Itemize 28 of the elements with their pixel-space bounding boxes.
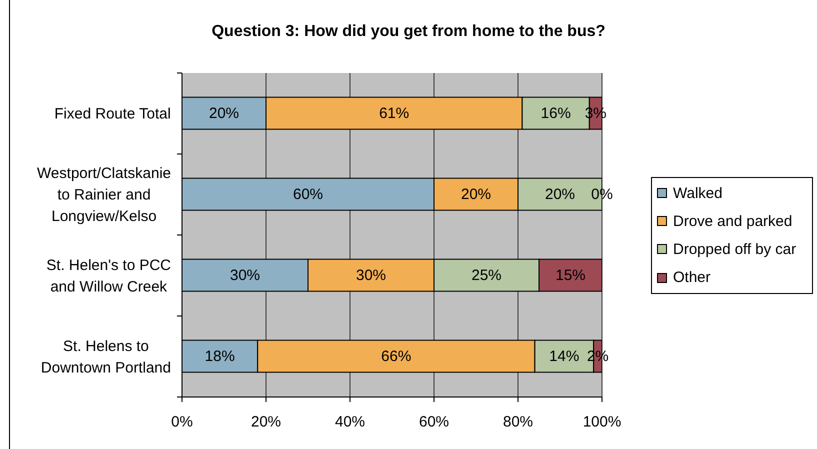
x-tick-label: 40%: [334, 414, 366, 431]
data-label: 15%: [555, 267, 586, 284]
x-tick-label: 0%: [171, 414, 193, 431]
y-tick-label: Fixed Route Total: [54, 105, 171, 122]
legend-label: Dropped off by car: [673, 240, 796, 258]
y-tick-label: St. Helen's to PCC and Willow Creek: [46, 256, 172, 295]
y-tick-label: St. Helens to Downtown Portland: [40, 337, 172, 376]
data-label: 18%: [204, 348, 235, 365]
x-tick-label: 80%: [502, 414, 534, 431]
data-label: 60%: [292, 186, 324, 203]
legend-label: Other: [673, 269, 711, 286]
x-tick-label: 20%: [250, 414, 282, 431]
legend-label: Drove and parked: [673, 212, 792, 230]
data-label: 20%: [208, 105, 240, 122]
data-label: 20%: [544, 186, 576, 203]
data-label: 66%: [381, 348, 412, 365]
data-label: 16%: [540, 105, 571, 122]
data-label: 30%: [230, 267, 260, 284]
x-tick-label: 60%: [418, 414, 450, 431]
chart-title: Question 3: How did you get from home to the bus?: [210, 22, 606, 42]
data-label: 25%: [471, 267, 502, 284]
data-label: 20%: [460, 186, 492, 203]
x-tick-label: 100%: [582, 414, 622, 431]
y-tick-label: Westport/Clatskanie to Rainier and Longview/Kelso: [37, 164, 172, 224]
data-label: 14%: [549, 348, 580, 365]
legend-label: Walked: [673, 184, 722, 202]
data-label: 30%: [356, 267, 386, 284]
data-label: 61%: [379, 105, 410, 122]
